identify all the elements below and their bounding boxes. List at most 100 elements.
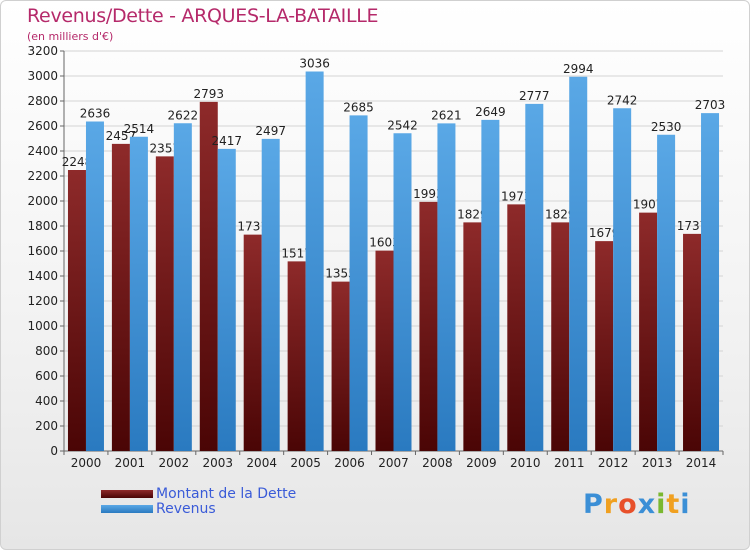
logo-letter: r	[603, 489, 619, 520]
legend-label-revenus: Revenus	[156, 501, 216, 517]
x-tick-label: 2003	[202, 456, 233, 470]
data-label-revenue: 2514	[124, 122, 155, 136]
x-tick-label: 2007	[378, 456, 409, 470]
bar-debt	[595, 241, 614, 451]
bar-debt	[375, 250, 394, 451]
bar-revenue	[217, 148, 236, 451]
data-label-revenue: 2621	[431, 108, 462, 122]
data-label-revenue: 2742	[607, 93, 638, 107]
x-tick-label: 2012	[598, 456, 629, 470]
data-label-revenue: 2542	[387, 118, 418, 132]
bar-revenue	[393, 133, 412, 451]
data-label-revenue: 2703	[695, 98, 726, 112]
data-label-debt: 2357	[150, 141, 181, 155]
data-label-revenue: 2497	[255, 124, 286, 138]
y-tick-label: 2400	[27, 144, 58, 158]
bar-debt	[67, 170, 86, 451]
bar-revenue	[349, 115, 368, 451]
y-tick-label: 1200	[27, 294, 58, 308]
y-tick-label: 1000	[27, 319, 58, 333]
y-tick-label: 2600	[27, 119, 58, 133]
bar-revenue	[525, 103, 544, 451]
data-label-revenue: 2636	[80, 107, 111, 121]
y-tick-label: 1800	[27, 219, 58, 233]
data-label-debt: 1973	[501, 189, 532, 203]
data-label-revenue: 2994	[563, 62, 594, 76]
chart-title: Revenus/Dette - ARQUES-LA-BATAILLE	[27, 5, 379, 27]
logo-letter: i	[656, 489, 667, 520]
bar-revenue	[85, 121, 104, 451]
data-label-debt: 1829	[545, 207, 576, 221]
data-label-debt: 1907	[633, 198, 664, 212]
x-tick-label: 2005	[290, 456, 321, 470]
data-label-revenue: 2622	[168, 108, 199, 122]
y-tick-label: 2800	[27, 94, 58, 108]
legend-swatch-dette	[101, 490, 153, 498]
bar-debt	[155, 156, 174, 451]
y-tick-label: 800	[35, 344, 58, 358]
bar-revenue	[129, 136, 148, 451]
logo-letter: o	[618, 489, 638, 520]
data-label-debt: 1993	[413, 187, 444, 201]
x-tick-label: 2004	[246, 456, 277, 470]
bar-revenue	[613, 108, 632, 451]
data-label-debt: 2248	[62, 155, 93, 169]
x-tick-label: 2000	[71, 456, 102, 470]
data-label-revenue: 2777	[519, 89, 550, 103]
y-tick-label: 0	[50, 444, 58, 458]
y-tick-label: 400	[35, 394, 58, 408]
logo-letter: P	[583, 489, 604, 520]
bar-revenue	[437, 123, 456, 451]
bar-debt	[199, 101, 218, 451]
data-label-debt: 2457	[106, 129, 137, 143]
y-tick-label: 1400	[27, 269, 58, 283]
bar-revenue	[305, 71, 324, 451]
bar-debt	[683, 233, 702, 451]
proxiti-logo: Proxiti	[583, 489, 691, 520]
data-label-debt: 1355	[325, 267, 356, 281]
bar-debt	[419, 201, 438, 451]
y-tick-label: 2200	[27, 169, 58, 183]
data-label-revenue: 2417	[211, 134, 242, 148]
data-label-revenue: 2685	[343, 100, 374, 114]
bar-debt	[551, 222, 570, 451]
logo-letter: t	[666, 489, 681, 520]
data-label-debt: 1679	[589, 226, 620, 240]
x-tick-label: 2006	[334, 456, 365, 470]
data-label-debt: 2793	[193, 87, 224, 101]
data-label-revenue: 2530	[651, 120, 682, 134]
chart-subtitle: (en milliers d'€)	[27, 30, 114, 43]
y-tick-label: 2000	[27, 194, 58, 208]
y-tick-label: 200	[35, 419, 58, 433]
bar-revenue	[261, 138, 280, 451]
x-tick-label: 2009	[466, 456, 497, 470]
logo-letter: i	[680, 489, 691, 520]
x-tick-label: 2011	[554, 456, 585, 470]
y-tick-label: 3200	[27, 44, 58, 58]
bar-debt	[243, 234, 262, 451]
bar-chart: 0 200 400 600 800 1000 1200 1400 1600 1800 2000 220…	[27, 44, 726, 470]
x-tick-label: 2008	[422, 456, 453, 470]
bar-debt	[111, 143, 130, 451]
x-tick-label: 2014	[686, 456, 717, 470]
bar-revenue	[569, 76, 588, 451]
data-label-debt: 1603	[369, 236, 400, 250]
bar-revenue	[657, 134, 676, 451]
x-tick-label: 2010	[510, 456, 541, 470]
y-tick-label: 600	[35, 369, 58, 383]
logo-letter: x	[637, 489, 657, 520]
bar-revenue	[173, 123, 192, 451]
data-label-debt: 1829	[457, 207, 488, 221]
data-label-revenue: 3036	[299, 57, 330, 71]
bar-debt	[639, 212, 658, 451]
bar-revenue	[701, 113, 720, 451]
bar-debt	[507, 204, 526, 451]
bar-debt	[463, 222, 482, 451]
x-tick-label: 2001	[115, 456, 146, 470]
data-label-debt: 1737	[677, 219, 708, 233]
data-label-revenue: 2649	[475, 105, 506, 119]
bar-revenue	[481, 119, 500, 451]
x-tick-label: 2013	[642, 456, 673, 470]
data-label-debt: 1517	[281, 246, 312, 260]
